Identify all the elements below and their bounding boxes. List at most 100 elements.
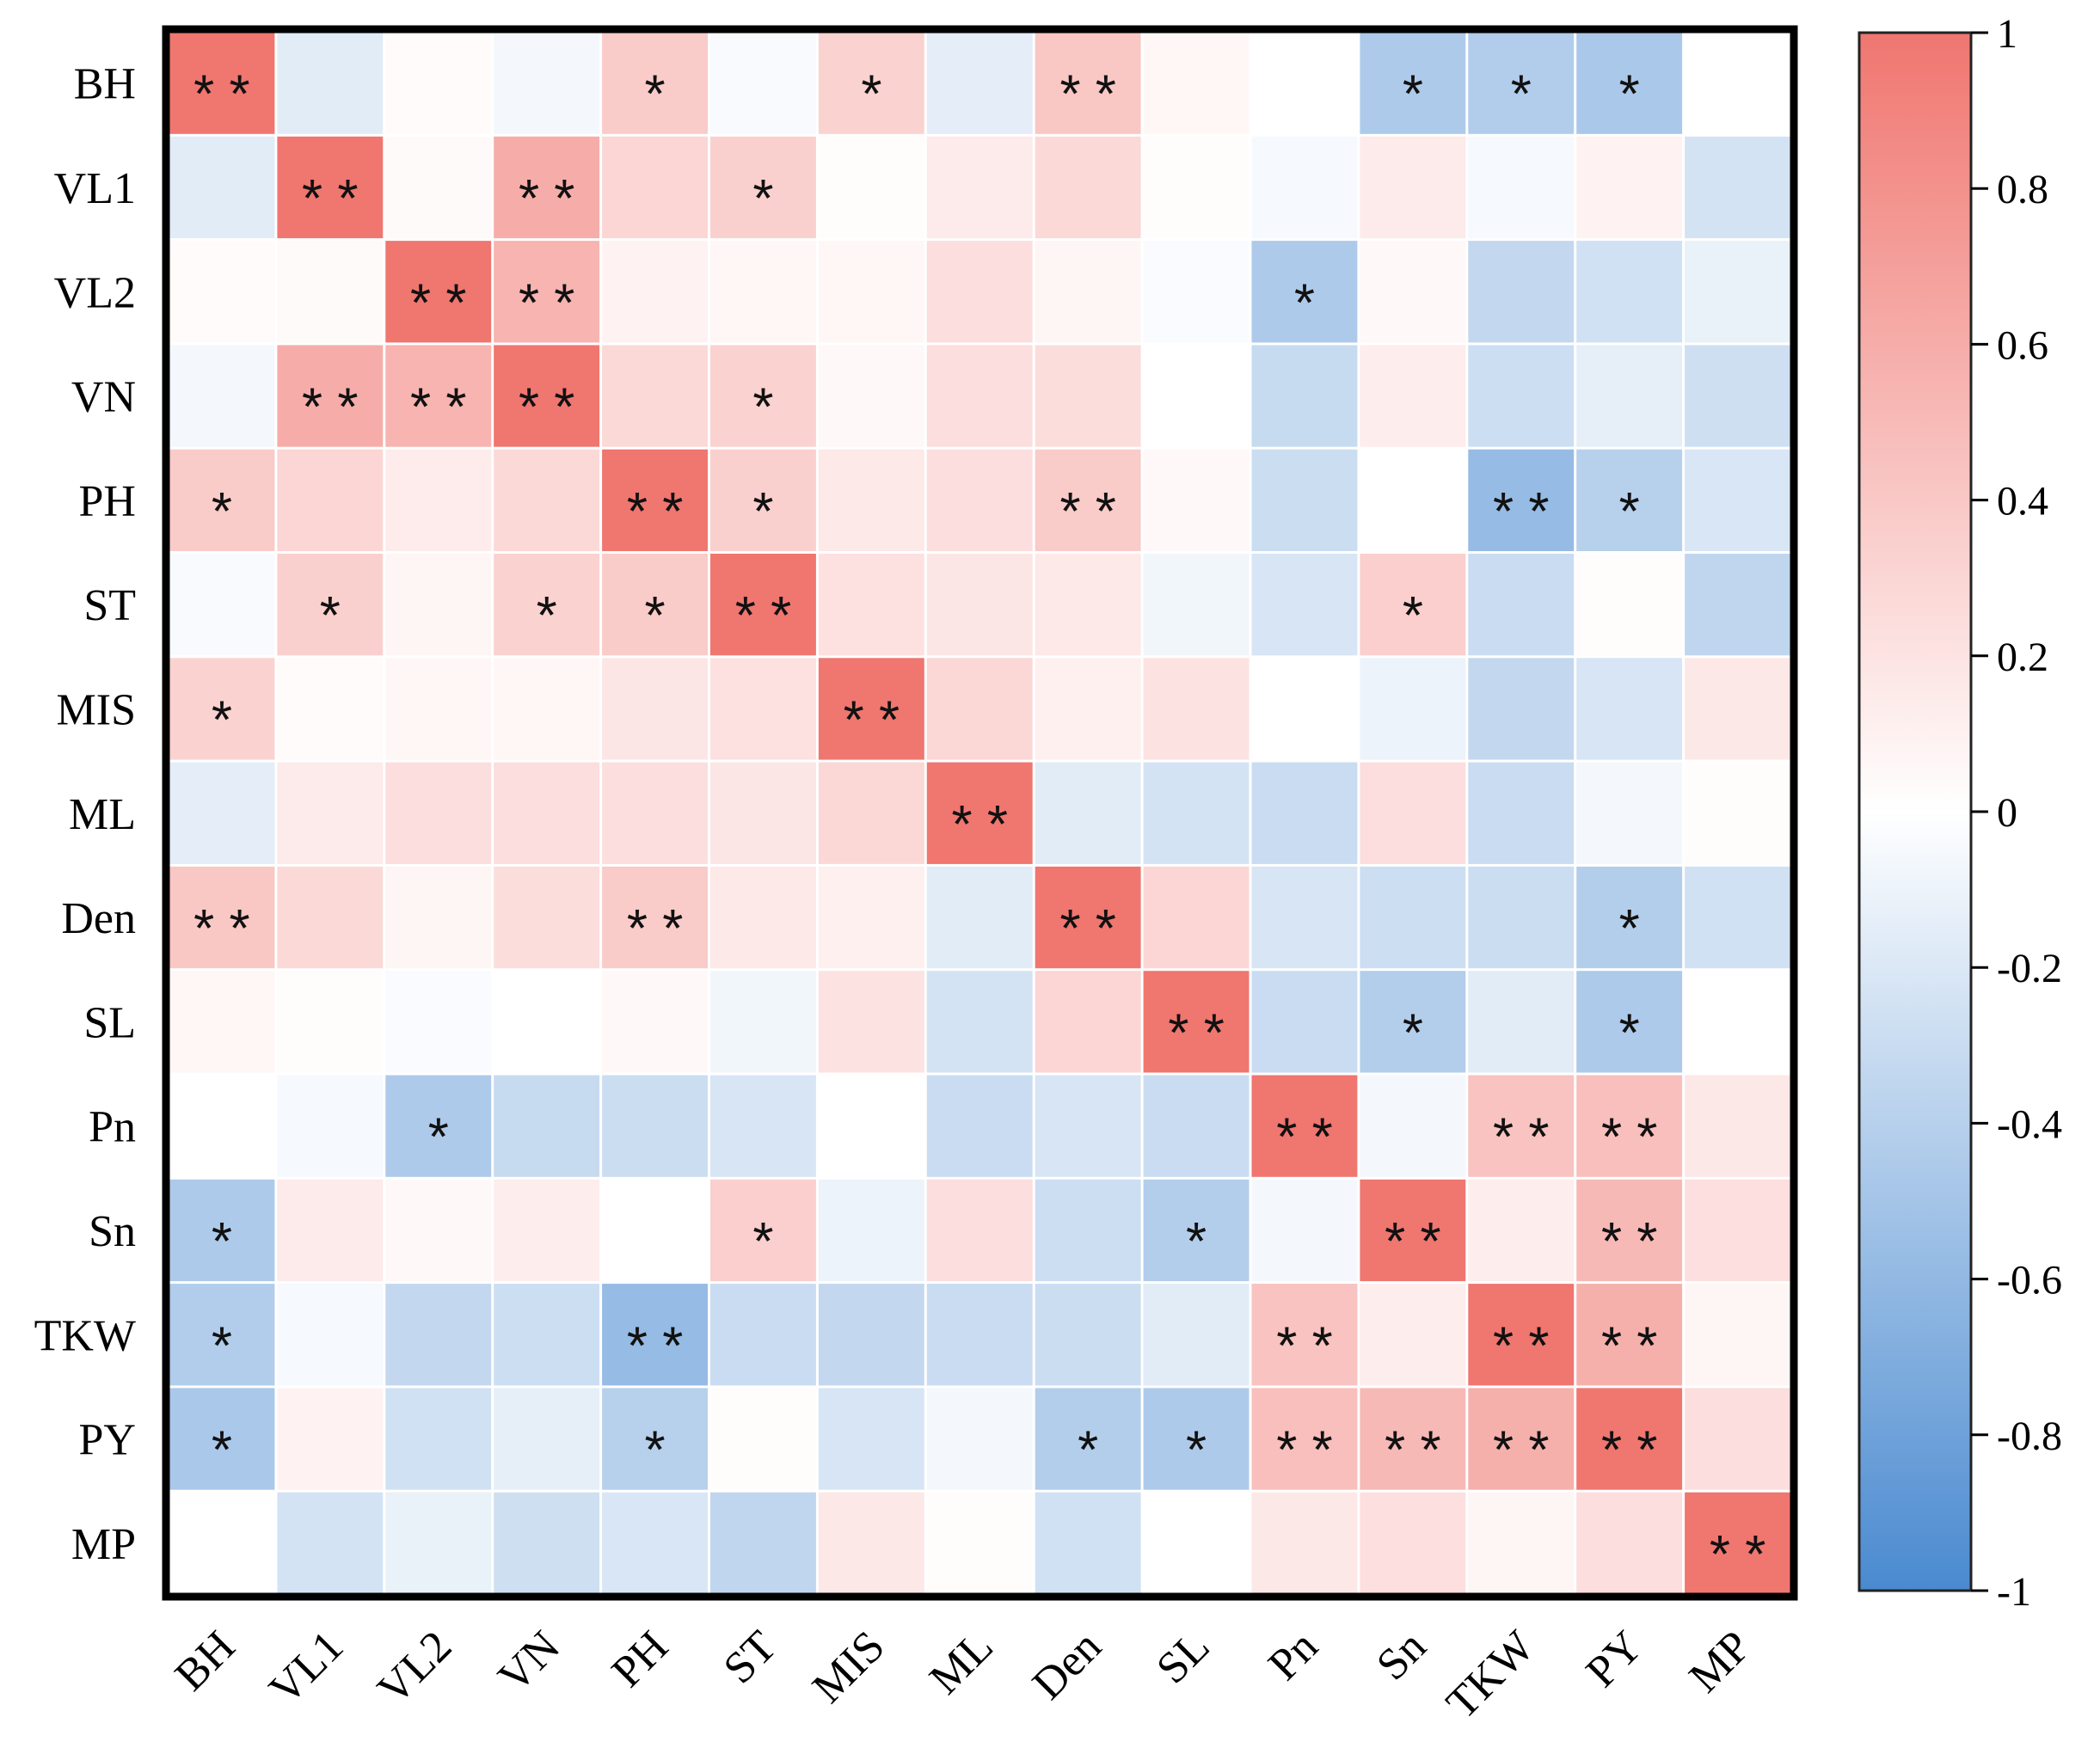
col-label-VL2: VL2 [369, 1622, 462, 1714]
cell-PY-Den [1035, 1388, 1141, 1490]
cell-TKW-TKW [1468, 1284, 1575, 1386]
cell-Sn-SL [1143, 1179, 1250, 1282]
cell-Sn-VL2 [385, 1179, 492, 1282]
significance-Sn-SL: * [1186, 1212, 1207, 1272]
cell-TKW-ML [926, 1284, 1033, 1386]
cell-VL2-Den [1035, 241, 1141, 343]
cell-MP-Sn [1360, 1492, 1466, 1594]
col-label-Sn: Sn [1367, 1622, 1435, 1690]
cell-Den-MP [1685, 866, 1790, 969]
significance-PH-PY: * [1619, 482, 1640, 542]
colorbar-tick-label: 0.2 [1997, 635, 2048, 680]
cell-Den-Pn [1251, 866, 1358, 969]
row-label-ST: ST [83, 581, 136, 630]
row-label-Sn: Sn [89, 1207, 136, 1256]
cell-Sn-VN [494, 1179, 600, 1282]
row-label-VN: VN [71, 373, 136, 422]
cell-MIS-PY [1576, 658, 1683, 760]
cell-Den-VL2 [385, 866, 492, 969]
cell-Pn-BH [169, 1075, 275, 1177]
cell-SL-BH [169, 971, 275, 1073]
cell-VL1-MP [1685, 136, 1790, 239]
cell-SL-VN [494, 971, 600, 1073]
cell-BH-MP [1685, 32, 1790, 134]
cell-VL2-PY [1576, 241, 1683, 343]
row-label-ML: ML [69, 790, 136, 839]
significance-PH-ST: * [752, 482, 773, 542]
cell-VN-SL [1143, 345, 1250, 447]
cell-Pn-ST [710, 1075, 816, 1177]
cell-TKW-Sn [1360, 1284, 1466, 1386]
row-label-TKW: TKW [34, 1311, 136, 1360]
cell-VN-VL1 [277, 345, 384, 447]
cell-ST-MIS [818, 554, 924, 656]
cell-PH-SL [1143, 449, 1250, 551]
cell-Sn-ST [710, 1179, 816, 1282]
significance-PY-PH: * [645, 1421, 666, 1481]
cell-PH-MIS [818, 449, 924, 551]
cell-PH-ST [710, 449, 816, 551]
cell-PY-PY [1576, 1388, 1683, 1490]
cell-MP-VL1 [277, 1492, 384, 1594]
cell-MIS-VL1 [277, 658, 384, 760]
cell-MIS-Den [1035, 658, 1141, 760]
cell-Sn-Den [1035, 1179, 1141, 1282]
significance-Den-Den: * * [1059, 899, 1115, 959]
cell-Pn-VN [494, 1075, 600, 1177]
significance-PH-TKW: * * [1493, 482, 1549, 542]
col-label-VN: VN [489, 1622, 569, 1702]
cell-PH-PH [602, 449, 708, 551]
cell-VL1-PH [602, 136, 708, 239]
cell-VN-PH [602, 345, 708, 447]
cell-ML-BH [169, 762, 275, 864]
cell-VN-TKW [1468, 345, 1575, 447]
cell-MIS-VN [494, 658, 600, 760]
cell-PY-VL1 [277, 1388, 384, 1490]
cell-Pn-MIS [818, 1075, 924, 1177]
cell-Pn-MP [1685, 1075, 1790, 1177]
cell-VL2-BH [169, 241, 275, 343]
cell-MP-Den [1035, 1492, 1141, 1594]
cell-MP-ML [926, 1492, 1033, 1594]
cell-MP-TKW [1468, 1492, 1575, 1594]
cell-MIS-MIS [818, 658, 924, 760]
cell-SL-VL1 [277, 971, 384, 1073]
cell-BH-VL2 [385, 32, 492, 134]
cell-VN-Sn [1360, 345, 1466, 447]
significance-VL2-VL2: * * [410, 273, 466, 333]
cell-ML-VL1 [277, 762, 384, 864]
cell-VL2-Sn [1360, 241, 1466, 343]
significance-Den-BH: * * [193, 899, 249, 959]
cell-SL-MIS [818, 971, 924, 1073]
cell-VL1-SL [1143, 136, 1250, 239]
cell-PH-VL1 [277, 449, 384, 551]
cell-VL1-MIS [818, 136, 924, 239]
significance-Den-PY: * [1619, 899, 1640, 959]
cell-SL-MP [1685, 971, 1790, 1073]
cell-ML-VN [494, 762, 600, 864]
significance-PY-TKW: * * [1493, 1421, 1549, 1481]
cell-TKW-VN [494, 1284, 600, 1386]
cell-MIS-MP [1685, 658, 1790, 760]
cell-VL2-MIS [818, 241, 924, 343]
cell-VN-VN [494, 345, 600, 447]
cell-BH-Pn [1251, 32, 1358, 134]
significance-BH-PY: * [1619, 65, 1640, 125]
cell-PH-VL2 [385, 449, 492, 551]
cell-PY-ST [710, 1388, 816, 1490]
cell-Den-ML [926, 866, 1033, 969]
cell-ST-VN [494, 554, 600, 656]
significance-TKW-PY: * * [1601, 1316, 1657, 1376]
cell-TKW-ST [710, 1284, 816, 1386]
cell-Sn-ML [926, 1179, 1033, 1282]
significance-SL-Sn: * [1403, 1003, 1423, 1063]
cell-BH-Sn [1360, 32, 1466, 134]
cell-VN-ST [710, 345, 816, 447]
significance-Pn-PY: * * [1601, 1108, 1657, 1168]
cell-MP-BH [169, 1492, 275, 1594]
col-label-ML: ML [920, 1622, 1002, 1703]
significance-BH-BH: * * [193, 65, 249, 125]
cell-PY-PH [602, 1388, 708, 1490]
cell-PY-Sn [1360, 1388, 1466, 1490]
cell-VN-ML [926, 345, 1033, 447]
